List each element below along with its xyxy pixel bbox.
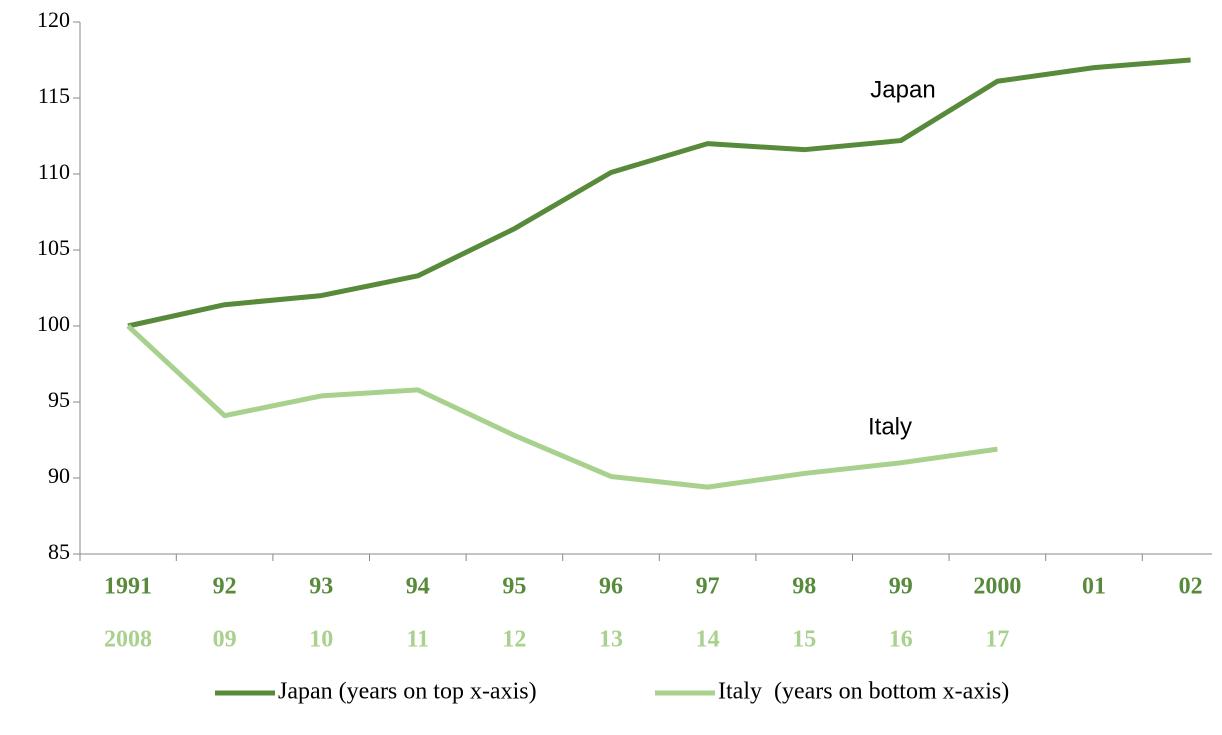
x-tick-label: 92 bbox=[213, 574, 237, 600]
x-tick-label: 02 bbox=[1179, 574, 1203, 600]
line bbox=[127, 57, 1191, 329]
x-tick-label: 13 bbox=[599, 627, 623, 653]
y-tick-label: 100 bbox=[37, 311, 70, 336]
x-tick-label: 01 bbox=[1082, 574, 1106, 600]
x-tick-label: 94 bbox=[406, 574, 430, 600]
x-tick-label: 98 bbox=[792, 574, 816, 600]
x-tick-label: 10 bbox=[309, 627, 333, 653]
annotation: Japan bbox=[870, 76, 935, 103]
x-tick-label: 16 bbox=[889, 627, 913, 653]
x-tick-label: 15 bbox=[792, 627, 816, 653]
y-tick-label: 110 bbox=[38, 159, 70, 184]
x-tick-label: 1991 bbox=[104, 574, 152, 600]
y-tick-label: 115 bbox=[38, 83, 70, 108]
line bbox=[126, 324, 998, 490]
y-tick-label: 120 bbox=[37, 7, 70, 32]
x-tick-label: 09 bbox=[213, 627, 237, 653]
legend-label: Italy (years on bottom x-axis) bbox=[718, 679, 1009, 705]
x-tick-label: 95 bbox=[502, 574, 526, 600]
x-tick-label: 11 bbox=[406, 627, 429, 653]
y-tick-label: 105 bbox=[37, 235, 70, 260]
y-tick-label: 85 bbox=[48, 539, 70, 564]
x-tick-label: 14 bbox=[696, 627, 720, 653]
x-tick-label: 93 bbox=[309, 574, 333, 600]
legend-label: Japan (years on top x-axis) bbox=[278, 679, 537, 705]
x-tick-label: 2000 bbox=[973, 574, 1021, 600]
x-tick-label: 99 bbox=[889, 574, 913, 600]
x-tick-label: 12 bbox=[502, 627, 526, 653]
x-tick-label: 96 bbox=[599, 574, 623, 600]
x-tick-label: 97 bbox=[696, 574, 720, 600]
y-tick-label: 90 bbox=[48, 463, 70, 488]
x-tick-label: 17 bbox=[985, 627, 1009, 653]
x-tick-label: 2008 bbox=[104, 627, 152, 653]
annotation: Italy bbox=[868, 413, 912, 440]
y-tick-label: 95 bbox=[48, 387, 70, 412]
